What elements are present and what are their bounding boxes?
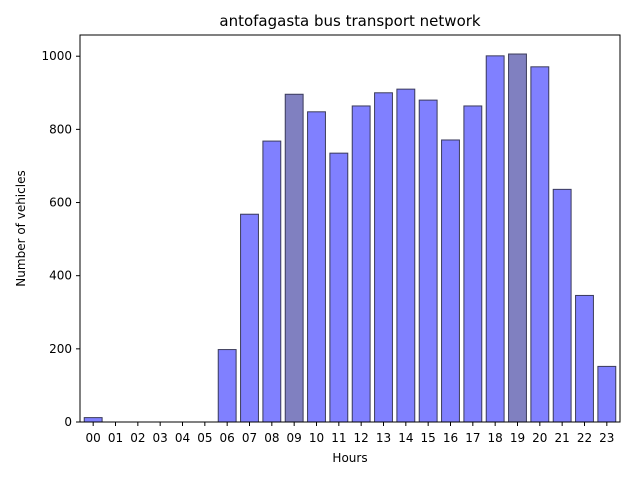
x-tick-label-04: 04 — [175, 431, 190, 445]
bar-12 — [351, 105, 371, 423]
y-tick-label-600: 600 — [49, 196, 72, 210]
bar-09 — [284, 93, 304, 423]
x-tick-label-15: 15 — [421, 431, 436, 445]
x-tick-label-07: 07 — [242, 431, 257, 445]
bar-11 — [329, 152, 349, 423]
bar-15 — [418, 99, 438, 423]
bar-20 — [530, 66, 550, 423]
bar-07 — [240, 213, 259, 423]
x-tick-label-06: 06 — [220, 431, 235, 445]
x-axis-ticks: 00 01 02 03 04 05 06 07 08 09 10 11 12 13 14 15 16 17 18 19… — [86, 422, 614, 445]
bar-23 — [597, 365, 617, 423]
y-tick-label-1000: 1000 — [41, 49, 72, 63]
bar-17 — [463, 105, 483, 423]
y-tick-label-200: 200 — [49, 342, 72, 356]
x-tick-label-08: 08 — [264, 431, 279, 445]
bar-13 — [374, 92, 393, 423]
bar-00 — [83, 417, 103, 423]
x-tick-label-20: 20 — [532, 431, 547, 445]
bars-group — [83, 53, 617, 423]
x-tick-label-23: 23 — [599, 431, 614, 445]
x-tick-label-12: 12 — [354, 431, 369, 445]
bar-19 — [508, 53, 527, 423]
x-tick-label-22: 22 — [577, 431, 592, 445]
y-tick-label-800: 800 — [49, 122, 72, 136]
x-tick-label-21: 21 — [555, 431, 570, 445]
x-tick-label-17: 17 — [465, 431, 480, 445]
bar-22 — [575, 294, 594, 423]
x-tick-label-11: 11 — [331, 431, 346, 445]
x-tick-label-14: 14 — [398, 431, 413, 445]
x-tick-label-03: 03 — [153, 431, 168, 445]
x-tick-label-05: 05 — [197, 431, 212, 445]
bar-08 — [262, 140, 282, 423]
x-tick-label-18: 18 — [488, 431, 503, 445]
x-tick-label-09: 09 — [287, 431, 302, 445]
plot-frame — [79, 34, 621, 423]
x-tick-label-00: 00 — [86, 431, 101, 445]
x-axis-label: Hours — [332, 451, 367, 465]
y-tick-label-400: 400 — [49, 269, 72, 283]
bar-14 — [396, 88, 416, 423]
chart-title: antofagasta bus transport network — [219, 12, 481, 30]
x-tick-label-01: 01 — [108, 431, 123, 445]
x-tick-label-16: 16 — [443, 431, 458, 445]
bar-16 — [441, 139, 460, 423]
bar-10 — [307, 111, 326, 423]
bar-06 — [217, 349, 237, 423]
x-tick-label-19: 19 — [510, 431, 525, 445]
y-axis-label: Number of vehicles — [14, 170, 28, 286]
bar-21 — [552, 188, 572, 423]
x-tick-label-13: 13 — [376, 431, 391, 445]
y-axis-ticks: 0 200 400 600 800 1000 — [41, 49, 80, 429]
y-tick-label-0: 0 — [64, 415, 72, 429]
x-tick-label-02: 02 — [130, 431, 145, 445]
x-tick-label-10: 10 — [309, 431, 324, 445]
bar-18 — [485, 55, 505, 423]
